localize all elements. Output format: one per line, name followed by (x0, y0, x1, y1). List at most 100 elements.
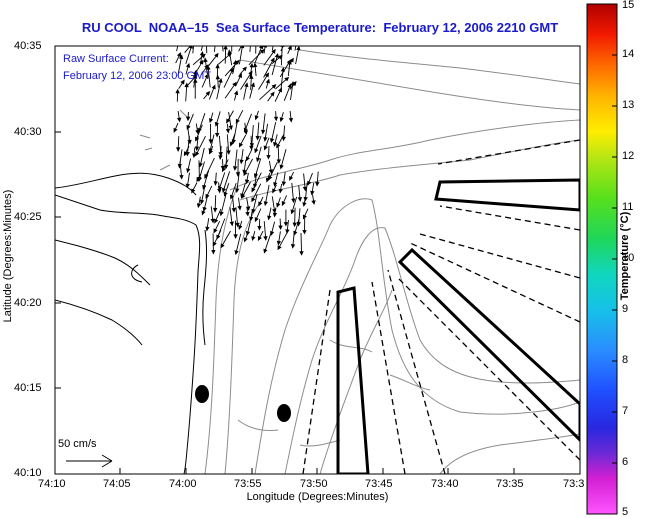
current-vector-head (193, 69, 198, 75)
current-vector-head (180, 79, 185, 85)
current-vector-head (249, 216, 254, 222)
current-vector-head (203, 57, 208, 63)
scale-bar-label: 50 cm/s (58, 438, 97, 450)
current-vector-head (195, 151, 200, 157)
current-vector-head (279, 164, 284, 170)
current-vector-head (254, 217, 259, 223)
radar-site-marker (195, 385, 209, 403)
current-vector-head (238, 142, 244, 148)
current-vector-head (262, 46, 268, 48)
radar-site-marker (277, 404, 291, 422)
colorbar-label: Temperature (°C) (619, 211, 631, 301)
x-tick-label: 73:35 (496, 478, 524, 490)
current-vector (213, 46, 216, 52)
current-vector (280, 46, 283, 66)
current-vector-head (222, 167, 226, 173)
current-vector-head (287, 46, 292, 51)
current-vector-head (179, 30, 182, 33)
current-vector-head (249, 41, 252, 44)
current-vector-head (222, 187, 227, 193)
current-vector-head (257, 235, 262, 242)
current-vector-head (307, 180, 312, 186)
current-vector-head (255, 41, 258, 44)
current-vector-head (280, 66, 286, 72)
current-vector (263, 46, 266, 54)
current-vector-head (245, 206, 251, 211)
current-vector-head (302, 186, 308, 192)
current-vector-head (276, 159, 281, 164)
current-vector-head (191, 188, 196, 194)
current-vector-head (266, 154, 271, 160)
colorbar-tick-label: 14 (622, 48, 635, 60)
current-vector-head (178, 54, 184, 60)
y-tick-label: 40:35 (14, 40, 42, 52)
current-vector (271, 46, 274, 51)
current-vector-head (211, 249, 216, 255)
current-vector-head (265, 177, 271, 183)
y-tick-label: 40:30 (14, 126, 42, 138)
current-vector-head (281, 201, 286, 207)
current-vector-head (212, 241, 217, 247)
current-vector-head (183, 151, 188, 157)
current-vector-head (229, 221, 234, 227)
current-vector-head (270, 57, 275, 63)
current-vector-head (242, 66, 247, 72)
current-vector-head (261, 129, 266, 135)
current-vector-head (234, 188, 240, 194)
current-vector-head (310, 190, 315, 196)
current-vector-head (284, 76, 290, 82)
current-vector-head (315, 181, 320, 187)
current-vector (220, 194, 227, 216)
current-vector-head (243, 130, 249, 135)
current-vector-head (251, 187, 256, 193)
current-vector-head (195, 129, 200, 135)
current-vector-head (204, 173, 209, 179)
current-vector-head (208, 118, 214, 124)
current-vector-head (176, 147, 181, 152)
current-vector-head (196, 203, 202, 209)
current-vector-head (243, 237, 248, 243)
current-vector-head (213, 181, 218, 186)
current-vector-head (273, 182, 278, 187)
current-vector (271, 53, 279, 76)
current-vector-head (219, 211, 224, 217)
current-vector-head (214, 39, 217, 42)
current-vector-head (257, 225, 262, 231)
current-vector-head (235, 222, 240, 228)
current-vector-head (237, 205, 242, 211)
current-vector (235, 233, 242, 255)
current-timestamp: February 12, 2006 23:00 GMT (63, 70, 211, 82)
current-vector-head (249, 74, 254, 79)
x-tick-label: 74:05 (103, 478, 131, 490)
x-tick-label: 73:45 (365, 478, 393, 490)
current-vector-head (214, 218, 219, 224)
current-vector-head (250, 82, 255, 88)
current-vector (248, 49, 265, 66)
current-vector-head (225, 128, 231, 134)
colorbar-tick-label: 9 (622, 303, 629, 315)
current-vector-head (231, 207, 236, 213)
current-vector (263, 232, 272, 253)
y-axis-label: Latitude (Degrees:Minutes) (2, 189, 14, 323)
current-vector-head (228, 125, 233, 131)
map-title: RU COOL NOAA–15 Sea Surface Temperature:… (81, 20, 559, 35)
current-vector-head (271, 48, 276, 54)
current-vector-head (243, 38, 246, 41)
current-vector (270, 122, 277, 142)
current-vector-head (188, 46, 193, 49)
current-vector-head (272, 188, 277, 194)
current-vector-head (202, 40, 205, 43)
current-vector-head (185, 62, 191, 68)
axis-ticks (54, 45, 515, 474)
colorbar-ticks (612, 54, 617, 464)
current-vector (200, 46, 203, 51)
current-vector-head (292, 222, 297, 228)
colorbar-tick-label: 11 (622, 201, 634, 213)
current-vector-head (198, 162, 203, 168)
current-vector-head (285, 229, 290, 234)
scale-arrow (66, 454, 113, 468)
current-vector (176, 46, 179, 52)
current-vector-head (297, 197, 303, 202)
colorbar-tick-label: 13 (622, 99, 635, 111)
current-vector-head (205, 33, 208, 36)
